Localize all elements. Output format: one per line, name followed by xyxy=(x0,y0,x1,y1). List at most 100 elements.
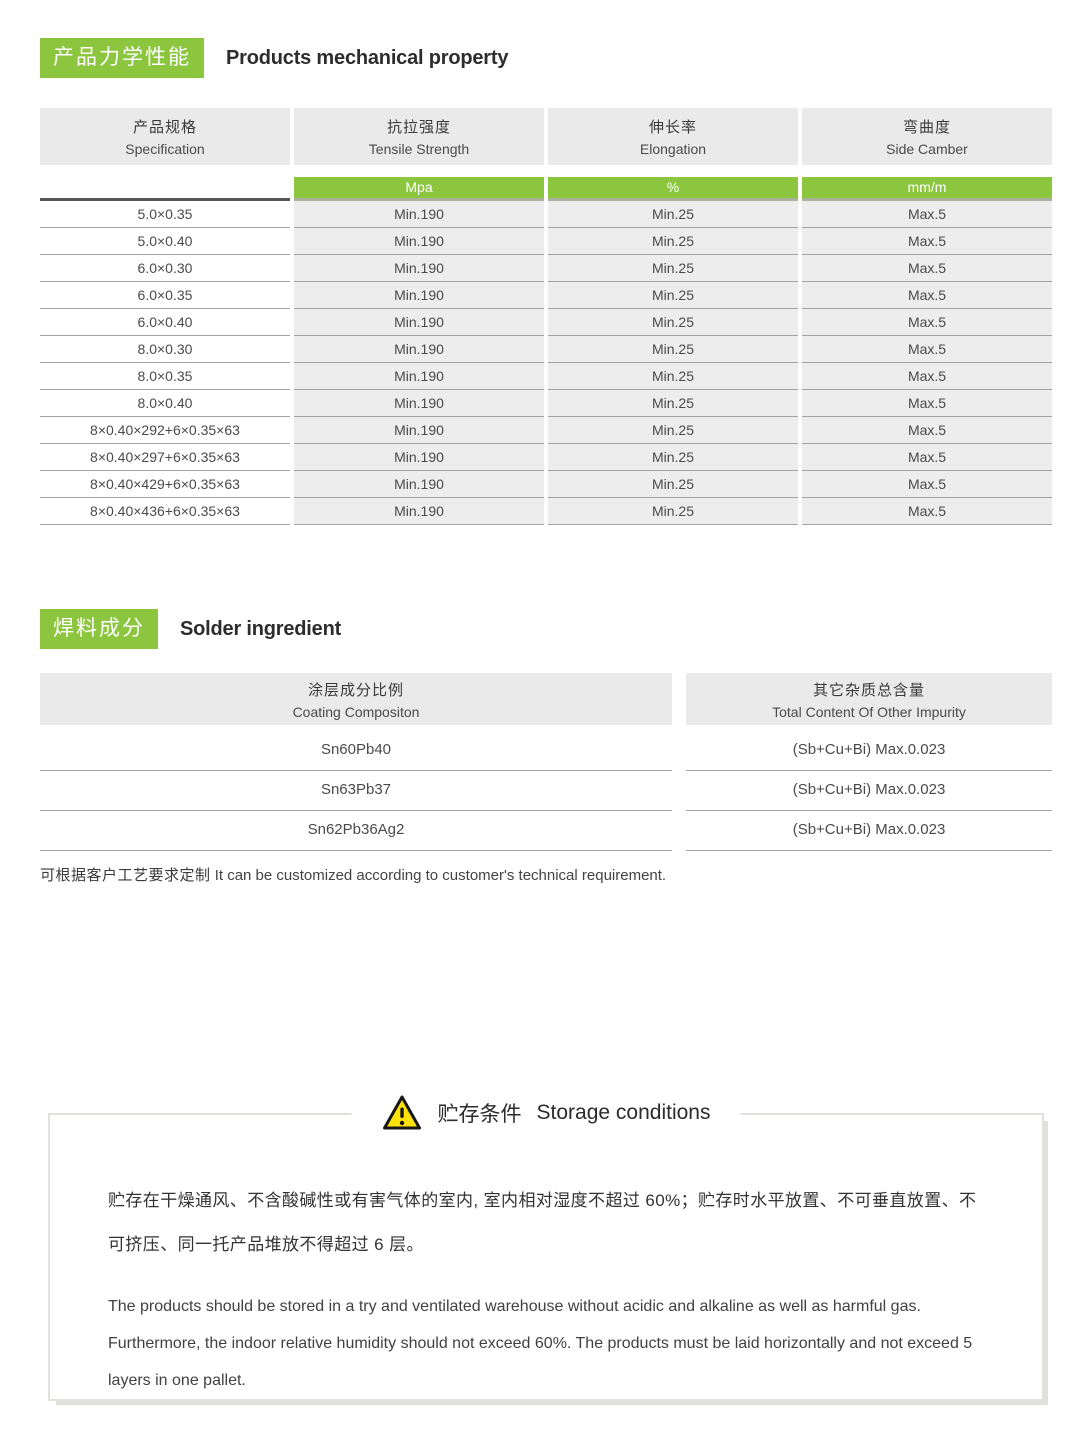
table-row: 8.0×0.35 Min.190 Min.25 Max.5 xyxy=(40,363,1052,391)
camber-cell: Max.5 xyxy=(802,336,1052,364)
table-row: 8×0.40×292+6×0.35×63 Min.190 Min.25 Max.… xyxy=(40,417,1052,445)
storage-text-en: The products should be stored in a try a… xyxy=(108,1298,973,1390)
elongation-cell: Min.25 xyxy=(548,282,798,310)
storage-body: 贮存在干燥通风、不含酸碱性或有害气体的室内, 室内相对湿度不超过 60%；贮存时… xyxy=(50,1115,1042,1399)
solder-table-body: Sn60Pb40 (Sb+Cu+Bi) Max.0.023 Sn63Pb37 (… xyxy=(40,731,1052,852)
tensile-cell: Min.190 xyxy=(294,282,544,310)
spec-cell: 8×0.40×292+6×0.35×63 xyxy=(40,417,290,445)
section-mechanical-header: 产品力学性能 Products mechanical property xyxy=(40,38,1052,79)
mechanical-table-header-row: 产品规格 Specification 抗拉强度 Tensile Strength… xyxy=(40,108,1052,166)
camber-cell: Max.5 xyxy=(802,201,1052,229)
table-row: 8×0.40×436+6×0.35×63 Min.190 Min.25 Max.… xyxy=(40,498,1052,526)
spec-cell: 8×0.40×429+6×0.35×63 xyxy=(40,471,290,499)
elongation-cell: Min.25 xyxy=(548,471,798,499)
tensile-cell: Min.190 xyxy=(294,444,544,472)
solder-table-header-row: 涂层成分比例 Coating Compositon 其它杂质总含量 Total … xyxy=(40,673,1052,726)
column-header-zh: 其它杂质总含量 xyxy=(812,681,925,699)
camber-cell: Max.5 xyxy=(802,471,1052,499)
elongation-cell: Min.25 xyxy=(548,228,798,256)
tensile-cell: Min.190 xyxy=(294,498,544,526)
camber-cell: Max.5 xyxy=(802,417,1052,445)
spec-cell: 6.0×0.35 xyxy=(40,282,290,310)
camber-cell: Max.5 xyxy=(802,390,1052,418)
warning-triangle-icon xyxy=(383,1095,422,1130)
customization-note-zh: 可根据客户工艺要求定制 xyxy=(40,867,211,885)
section-badge-solder: 焊料成分 xyxy=(40,609,158,650)
customization-note: 可根据客户工艺要求定制 It can be customized accordi… xyxy=(40,864,1052,885)
column-header-en: Tensile Strength xyxy=(368,141,470,158)
column-header-en: Total Content Of Other Impurity xyxy=(772,703,966,720)
camber-cell: Max.5 xyxy=(802,363,1052,391)
table-row: 8×0.40×297+6×0.35×63 Min.190 Min.25 Max.… xyxy=(40,444,1052,472)
table-row: 6.0×0.40 Min.190 Min.25 Max.5 xyxy=(40,309,1052,337)
tensile-cell: Min.190 xyxy=(294,309,544,337)
camber-cell: Max.5 xyxy=(802,498,1052,526)
column-header-zh: 弯曲度 xyxy=(902,119,951,137)
section-solder-header: 焊料成分 Solder ingredient xyxy=(40,609,1052,650)
column-header-specification: 产品规格 Specification xyxy=(40,108,290,166)
table-row: 8.0×0.40 Min.190 Min.25 Max.5 xyxy=(40,390,1052,418)
spec-cell: 8.0×0.30 xyxy=(40,336,290,364)
spec-cell: 8.0×0.40 xyxy=(40,390,290,418)
storage-conditions-box: 贮存条件 Storage conditions 贮存在干燥通风、不含酸碱性或有害… xyxy=(48,1094,1044,1402)
section-badge-mechanical: 产品力学性能 xyxy=(40,38,204,79)
elongation-cell: Min.25 xyxy=(548,336,798,364)
column-header-en: Coating Compositon xyxy=(292,703,420,720)
customization-note-en: It can be customized according to custom… xyxy=(214,867,667,885)
column-header-other-impurity: 其它杂质总含量 Total Content Of Other Impurity xyxy=(686,673,1052,726)
mechanical-table-body: 5.0×0.35 Min.190 Min.25 Max.5 5.0×0.40 M… xyxy=(40,201,1052,526)
column-header-en: Side Camber xyxy=(886,141,968,158)
table-row: 6.0×0.35 Min.190 Min.25 Max.5 xyxy=(40,282,1052,310)
composition-cell: Sn62Pb36Ag2 xyxy=(40,811,672,852)
column-header-tensile-strength: 抗拉强度 Tensile Strength xyxy=(294,108,544,166)
storage-text-zh: 贮存在干燥通风、不含酸碱性或有害气体的室内, 室内相对湿度不超过 60%；贮存时… xyxy=(108,1191,977,1255)
column-header-elongation: 伸长率 Elongation xyxy=(548,108,798,166)
column-header-zh: 抗拉强度 xyxy=(386,119,451,137)
table-row: 6.0×0.30 Min.190 Min.25 Max.5 xyxy=(40,255,1052,283)
impurity-cell: (Sb+Cu+Bi) Max.0.023 xyxy=(686,811,1052,852)
unit-cell-percent: % xyxy=(548,177,798,202)
elongation-cell: Min.25 xyxy=(548,255,798,283)
table-row: 8×0.40×429+6×0.35×63 Min.190 Min.25 Max.… xyxy=(40,471,1052,499)
column-header-zh: 涂层成分比例 xyxy=(307,681,404,699)
table-row: 8.0×0.30 Min.190 Min.25 Max.5 xyxy=(40,336,1052,364)
storage-conditions-title: 贮存条件 Storage conditions xyxy=(351,1094,741,1132)
tensile-cell: Min.190 xyxy=(294,390,544,418)
spec-cell: 8.0×0.35 xyxy=(40,363,290,391)
spec-cell: 6.0×0.40 xyxy=(40,309,290,337)
unit-cell-mm-per-m: mm/m xyxy=(802,177,1052,202)
tensile-cell: Min.190 xyxy=(294,201,544,229)
table-row: 5.0×0.40 Min.190 Min.25 Max.5 xyxy=(40,228,1052,256)
mechanical-table-unit-row: Mpa % mm/m xyxy=(40,177,1052,202)
tensile-cell: Min.190 xyxy=(294,471,544,499)
section-title-mechanical: Products mechanical property xyxy=(226,46,509,69)
column-header-zh: 产品规格 xyxy=(132,119,197,137)
column-header-en: Specification xyxy=(125,141,205,158)
elongation-cell: Min.25 xyxy=(548,363,798,391)
spec-cell: 5.0×0.35 xyxy=(40,201,290,229)
mechanical-table: 产品规格 Specification 抗拉强度 Tensile Strength… xyxy=(40,108,1052,526)
table-row: Sn60Pb40 (Sb+Cu+Bi) Max.0.023 xyxy=(40,731,1052,772)
impurity-cell: (Sb+Cu+Bi) Max.0.023 xyxy=(686,731,1052,772)
table-row: Sn62Pb36Ag2 (Sb+Cu+Bi) Max.0.023 xyxy=(40,811,1052,852)
elongation-cell: Min.25 xyxy=(548,417,798,445)
spec-cell: 5.0×0.40 xyxy=(40,228,290,256)
elongation-cell: Min.25 xyxy=(548,390,798,418)
tensile-cell: Min.190 xyxy=(294,228,544,256)
tensile-cell: Min.190 xyxy=(294,336,544,364)
impurity-cell: (Sb+Cu+Bi) Max.0.023 xyxy=(686,771,1052,812)
camber-cell: Max.5 xyxy=(802,255,1052,283)
column-header-coating-composition: 涂层成分比例 Coating Compositon xyxy=(40,673,672,726)
spec-column-underline xyxy=(40,177,290,202)
column-header-side-camber: 弯曲度 Side Camber xyxy=(802,108,1052,166)
storage-title-en: Storage conditions xyxy=(536,1100,711,1124)
column-header-en: Elongation xyxy=(639,141,707,158)
composition-cell: Sn60Pb40 xyxy=(40,731,672,772)
spec-cell: 8×0.40×297+6×0.35×63 xyxy=(40,444,290,472)
tensile-cell: Min.190 xyxy=(294,363,544,391)
camber-cell: Max.5 xyxy=(802,282,1052,310)
storage-title-zh: 贮存条件 xyxy=(437,1102,522,1126)
elongation-cell: Min.25 xyxy=(548,201,798,229)
camber-cell: Max.5 xyxy=(802,444,1052,472)
table-row: 5.0×0.35 Min.190 Min.25 Max.5 xyxy=(40,201,1052,229)
